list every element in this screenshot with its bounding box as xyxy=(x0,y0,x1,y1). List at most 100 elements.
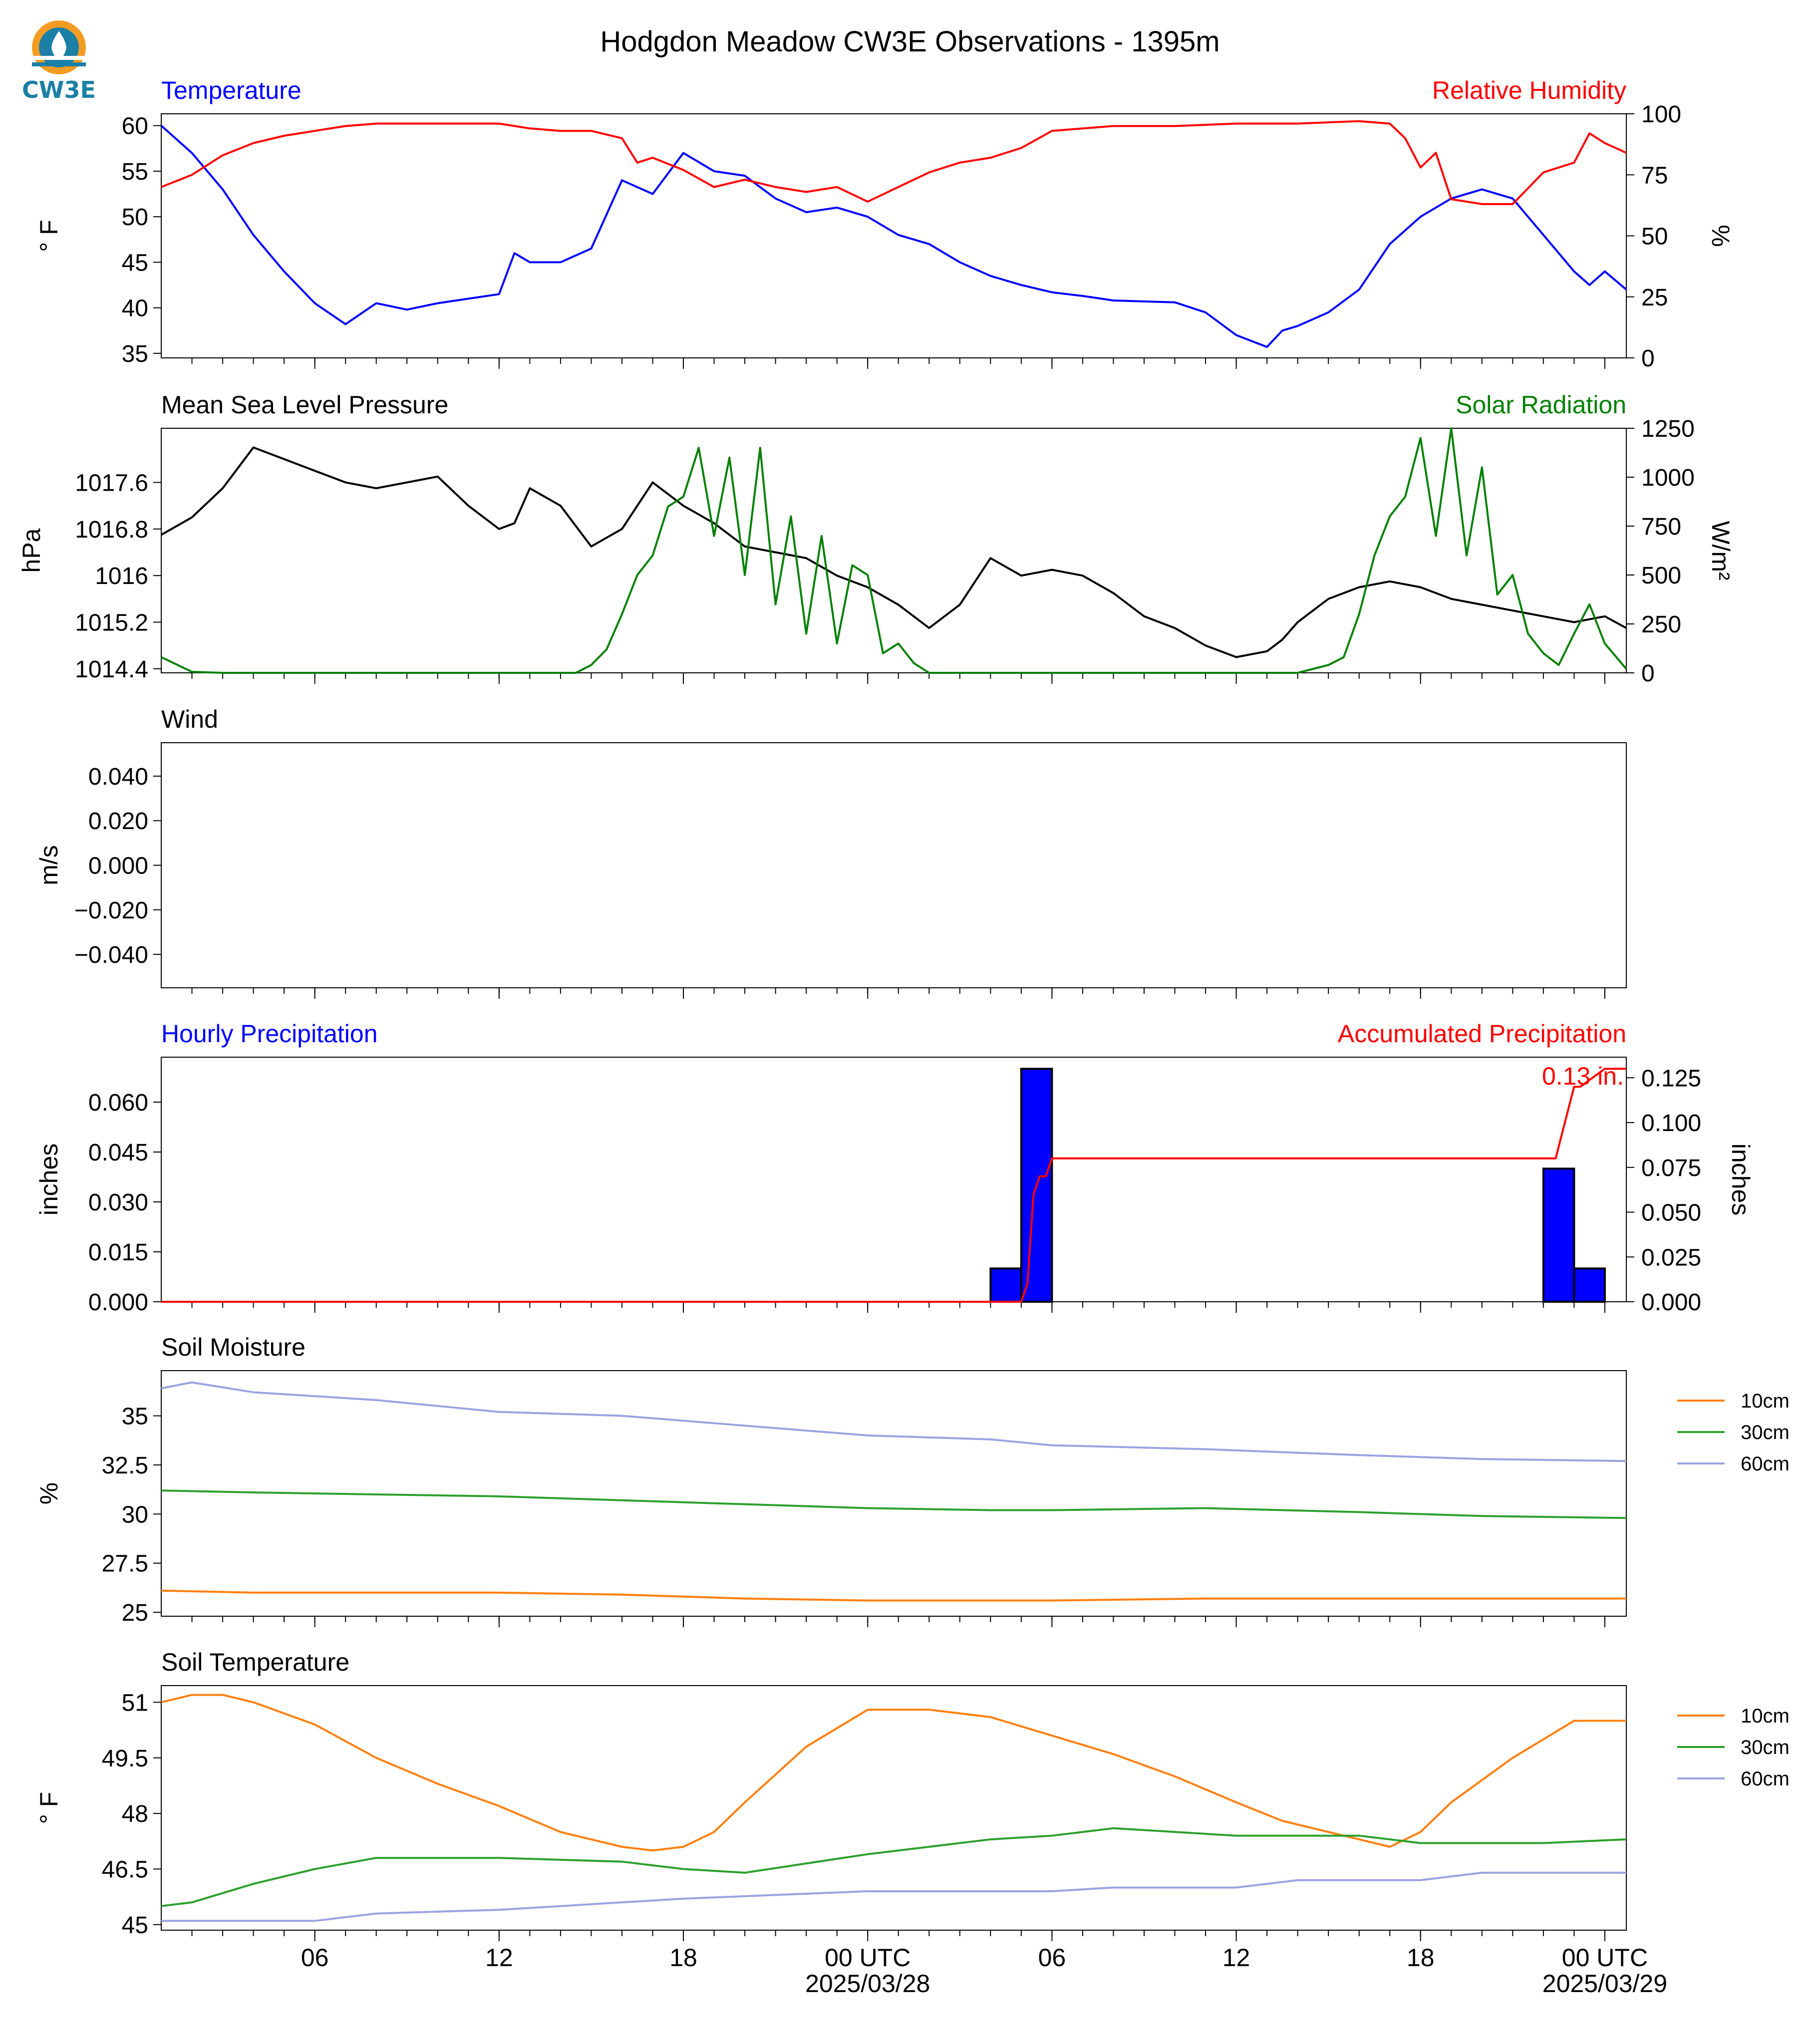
series-line-10cm xyxy=(161,1694,1626,1852)
y-left-tick-label: 35 xyxy=(122,1404,148,1430)
y-right-tick-label: 750 xyxy=(1641,514,1681,540)
series-line-temperature xyxy=(160,125,1627,348)
precip-bar xyxy=(1542,1167,1575,1303)
x-tick-label: 06 xyxy=(301,1944,329,1972)
y-right-tick-label: 0.050 xyxy=(1641,1200,1701,1226)
y-left-label: ° F xyxy=(35,220,63,252)
y-left-tick-label: 55 xyxy=(122,159,148,185)
y-left-tick-label: 1017.6 xyxy=(75,470,148,497)
y-right-tick-label: 1250 xyxy=(1641,416,1695,442)
y-right-tick-label: 0.125 xyxy=(1641,1065,1701,1092)
plot-frame xyxy=(161,1370,1627,1617)
y-right-tick-label: 250 xyxy=(1641,611,1681,638)
x-tick-label: 00 UTC xyxy=(825,1944,910,1972)
plot-frame xyxy=(161,742,1627,988)
y-left-label: % xyxy=(35,1482,63,1504)
series-line-10cm xyxy=(161,1589,1626,1602)
y-left-tick-label: 35 xyxy=(122,341,148,367)
y-left-tick-label: 1015.2 xyxy=(75,610,148,636)
y-left-tick-label: −0.020 xyxy=(74,897,148,924)
series-line-30cm xyxy=(161,1827,1627,1907)
legend-label-30cm: 30cm xyxy=(1741,1422,1790,1444)
y-left-tick-label: 0.015 xyxy=(88,1239,148,1266)
logo-text: CW3E xyxy=(22,76,96,103)
y-left-tick-label: 0.060 xyxy=(88,1090,148,1116)
y-right-label: inches xyxy=(1727,1144,1755,1216)
y-left-tick-label: 0.000 xyxy=(88,1289,148,1316)
x-tick-label: 18 xyxy=(1407,1944,1435,1972)
series-line-accumulated-precipitation xyxy=(161,1068,1626,1303)
series-line-60cm xyxy=(161,1381,1627,1462)
y-left-tick-label: 25 xyxy=(122,1600,148,1626)
panel-title-left: Soil Temperature xyxy=(161,1648,349,1676)
y-left-label: m/s xyxy=(35,845,63,885)
y-left-tick-label: 0.045 xyxy=(88,1140,148,1166)
panel-soil_moisture: Soil Moisture 25 27.5 30 32.5 35% 10cm 30cm 60cm xyxy=(35,1333,1790,1627)
y-right-tick-label: 0 xyxy=(1641,345,1655,372)
y-right-tick-label: 50 xyxy=(1641,224,1668,250)
y-left-tick-label: 51 xyxy=(122,1690,148,1716)
legend-label-60cm: 60cm xyxy=(1741,1453,1790,1475)
y-right-tick-label: 0 xyxy=(1641,660,1655,687)
y-left-tick-label: 49.5 xyxy=(102,1745,148,1772)
y-left-tick-label: 50 xyxy=(122,204,148,231)
y-right-tick-label: 25 xyxy=(1641,285,1668,311)
x-tick-label: 06 xyxy=(1038,1944,1066,1972)
series-line-30cm xyxy=(161,1489,1627,1519)
x-tick-sublabel: 2025/03/29 xyxy=(1542,1970,1667,1998)
panel-title-right: Solar Radiation xyxy=(1456,391,1626,419)
y-left-tick-label: 60 xyxy=(122,113,148,140)
y-left-tick-label: 48 xyxy=(122,1801,148,1827)
y-left-tick-label: 32.5 xyxy=(102,1452,148,1479)
y-left-tick-label: −0.040 xyxy=(74,942,148,968)
precip-bar xyxy=(1573,1267,1606,1303)
y-right-label: W/m² xyxy=(1707,521,1735,580)
panel-title-left: Temperature xyxy=(161,76,302,104)
y-right-tick-label: 0.100 xyxy=(1641,1110,1701,1137)
y-right-tick-label: 0.075 xyxy=(1641,1155,1701,1181)
y-left-label: inches xyxy=(35,1144,63,1216)
series-line-relative-humidity xyxy=(161,120,1627,205)
panel-pressure_solar: Mean Sea Level Pressure Solar Radiation 10… xyxy=(17,391,1735,687)
series-line-60cm xyxy=(161,1871,1626,1922)
y-left-tick-label: 0.000 xyxy=(88,853,148,879)
y-left-tick-label: 1016.8 xyxy=(75,517,148,543)
y-left-label: hPa xyxy=(17,528,45,573)
panel-precipitation: Hourly Precipitation Accumulated Precipit… xyxy=(35,1020,1755,1316)
panel-title-left: Soil Moisture xyxy=(161,1333,305,1361)
panel-title-left: Hourly Precipitation xyxy=(161,1020,378,1048)
panel-title-right: Relative Humidity xyxy=(1432,76,1626,104)
panel-temperature_humidity: Temperature Relative Humidity 35 40 45 50 55 60… xyxy=(35,76,1735,372)
x-tick-sublabel: 2025/03/28 xyxy=(805,1970,930,1998)
y-left-tick-label: 1014.4 xyxy=(75,656,148,683)
y-left-tick-label: 45 xyxy=(122,250,148,276)
x-tick-label: 12 xyxy=(1222,1944,1250,1972)
legend-label-10cm: 10cm xyxy=(1741,1390,1790,1412)
y-right-tick-label: 75 xyxy=(1641,162,1668,189)
y-right-tick-label: 0.000 xyxy=(1641,1289,1701,1316)
panel-title-left: Wind xyxy=(161,705,218,733)
y-left-tick-label: 30 xyxy=(122,1501,148,1528)
plot-frame xyxy=(161,113,1627,358)
accumulation-annotation: 0.13 in. xyxy=(1542,1062,1624,1090)
y-right-tick-label: 1000 xyxy=(1641,465,1695,491)
y-right-label: % xyxy=(1707,225,1735,247)
y-left-tick-label: 0.020 xyxy=(88,808,148,835)
panel-title-right: Accumulated Precipitation xyxy=(1338,1020,1626,1048)
plot-frame xyxy=(161,1057,1627,1302)
figure-title: Hodgdon Meadow CW3E Observations - 1395m xyxy=(600,25,1219,58)
panel-title-left: Mean Sea Level Pressure xyxy=(161,391,448,419)
panel-wind: Wind −0.040 −0.020 0.000 0.020 0.040 m/s xyxy=(35,705,1627,999)
y-left-tick-label: 46.5 xyxy=(102,1857,148,1883)
series-line-mean-sea-level-pressure xyxy=(161,446,1627,658)
y-left-tick-label: 45 xyxy=(122,1912,148,1939)
plot-frame xyxy=(161,1685,1627,1931)
y-left-tick-label: 27.5 xyxy=(102,1551,148,1577)
y-left-tick-label: 1016 xyxy=(95,563,148,589)
legend-label-60cm: 60cm xyxy=(1741,1768,1790,1790)
precip-bar xyxy=(989,1267,1022,1303)
legend-label-30cm: 30cm xyxy=(1741,1737,1790,1758)
y-left-label: ° F xyxy=(35,1792,63,1824)
